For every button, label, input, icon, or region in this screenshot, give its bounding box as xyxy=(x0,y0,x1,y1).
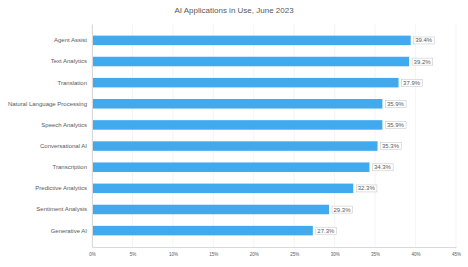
data-label-box xyxy=(412,58,433,65)
title: AI Applications in Use, June 2023 xyxy=(174,6,294,15)
data-label-box xyxy=(332,206,353,213)
y-tick: Text Analytics xyxy=(51,58,92,64)
x-tick: 25% xyxy=(290,247,299,257)
data-label-box xyxy=(356,185,377,192)
bar xyxy=(92,184,353,194)
y-axis-line xyxy=(92,25,93,248)
x-tick-label: 40% xyxy=(412,252,421,257)
data-label: 37.9% xyxy=(402,79,423,86)
data-label: 35.3% xyxy=(381,143,402,150)
x-tick-label: 25% xyxy=(290,252,299,257)
x-tick: 5% xyxy=(130,247,137,257)
y-tick: Natural Language Processing xyxy=(8,101,92,107)
x-tick-label: 0% xyxy=(89,252,96,257)
bar xyxy=(92,36,411,46)
data-label: 39.4% xyxy=(414,37,435,44)
y-tick: Transcription xyxy=(53,164,92,170)
data-label-text: 35.9% xyxy=(387,122,405,128)
y-tick: Translation xyxy=(58,80,92,86)
y-tick-label: Text Analytics xyxy=(51,58,87,64)
y-tick-label: Generative AI xyxy=(51,228,88,234)
data-label-text: 27.3% xyxy=(317,228,335,234)
x-tick-label: 35% xyxy=(371,252,380,257)
data-label-text: 35.9% xyxy=(387,101,405,107)
data-label: 35.9% xyxy=(385,122,406,129)
bar xyxy=(92,78,399,88)
x-tick-label: 30% xyxy=(331,252,340,257)
data-label: 35.9% xyxy=(385,100,406,107)
bar xyxy=(92,226,313,236)
x-tick-label: 10% xyxy=(169,252,178,257)
bars xyxy=(92,36,411,236)
data-label-text: 29.3% xyxy=(334,207,352,213)
data-label: 27.3% xyxy=(316,227,337,234)
y-tick: Agent Assist xyxy=(54,37,92,43)
x-tick-label: 20% xyxy=(250,252,259,257)
bar xyxy=(92,57,409,67)
x-tick: 15% xyxy=(209,247,218,257)
data-label-text: 39.4% xyxy=(415,37,433,43)
grid-line xyxy=(92,24,93,247)
data-label-box xyxy=(402,79,423,86)
grid-line xyxy=(415,24,416,247)
y-tick: Conversational AI xyxy=(40,143,92,149)
data-label: 29.3% xyxy=(332,206,353,213)
bar xyxy=(92,99,382,109)
x-tick: 30% xyxy=(331,247,340,257)
x-tick: 0% xyxy=(89,247,96,257)
x-tick: 45% xyxy=(452,247,461,257)
data-label-text: 34.3% xyxy=(374,164,392,170)
bar xyxy=(92,205,329,215)
data-label: 34.3% xyxy=(372,164,393,171)
data-label-text: 37.9% xyxy=(403,80,421,86)
data-label: 32.3% xyxy=(356,185,377,192)
bar xyxy=(92,141,378,151)
data-label-box xyxy=(414,37,435,44)
x-tick: 10% xyxy=(169,247,178,257)
y-tick-label: Conversational AI xyxy=(40,143,87,149)
x-tick-label: 5% xyxy=(130,252,137,257)
x-tick: 20% xyxy=(250,247,259,257)
x-tick: 35% xyxy=(371,247,380,257)
y-tick: Speech Analytics xyxy=(41,122,92,128)
x-tick-label: 45% xyxy=(452,252,461,257)
data-label: 39.2% xyxy=(412,58,433,65)
data-label-box xyxy=(381,143,402,150)
chart: AI Applications in Use, June 2023 0% 5% 10%… xyxy=(0,0,468,267)
y-tick-label: Sentiment Analysis xyxy=(36,206,87,212)
data-label-text: 35.3% xyxy=(382,143,400,149)
data-label-box xyxy=(385,122,406,129)
x-axis: 0% 5% 10% 15% 20% 25% 30% 35% 40% 45% xyxy=(89,247,461,257)
data-labels: 39.4% 39.2% 37.9% 35.9% 35.9% 35.3% 34.3% 32.3%… xyxy=(316,37,435,234)
bar xyxy=(92,120,382,130)
y-tick: Generative AI xyxy=(51,228,92,234)
bar xyxy=(92,162,369,172)
data-label-box xyxy=(316,227,337,234)
y-tick: Predictive Analytics xyxy=(35,185,92,191)
data-label-box xyxy=(372,164,393,171)
data-label-text: 32.3% xyxy=(358,185,376,191)
y-tick-label: Natural Language Processing xyxy=(8,101,87,107)
x-tick-label: 15% xyxy=(209,252,218,257)
grid xyxy=(92,24,456,247)
y-tick-label: Transcription xyxy=(53,164,87,170)
data-label-box xyxy=(385,100,406,107)
grid-line xyxy=(456,24,457,247)
y-axis: Agent Assist Text Analytics Translation Nat… xyxy=(8,25,93,248)
x-tick: 40% xyxy=(412,247,421,257)
y-tick-label: Speech Analytics xyxy=(41,122,87,128)
y-tick-label: Agent Assist xyxy=(54,37,87,43)
y-tick-label: Predictive Analytics xyxy=(35,185,87,191)
y-tick: Sentiment Analysis xyxy=(36,206,92,212)
y-tick-label: Translation xyxy=(58,80,87,86)
data-label-text: 39.2% xyxy=(414,59,432,65)
x-axis-line xyxy=(93,247,457,248)
